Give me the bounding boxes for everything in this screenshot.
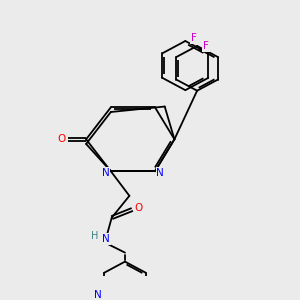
- Text: O: O: [58, 134, 66, 144]
- Text: O: O: [135, 203, 143, 213]
- Text: N: N: [94, 290, 102, 300]
- Text: H: H: [91, 231, 98, 241]
- Text: N: N: [156, 168, 164, 178]
- Text: F: F: [203, 41, 209, 51]
- Text: F: F: [190, 33, 196, 43]
- Text: N: N: [102, 168, 110, 178]
- Text: N: N: [102, 234, 110, 244]
